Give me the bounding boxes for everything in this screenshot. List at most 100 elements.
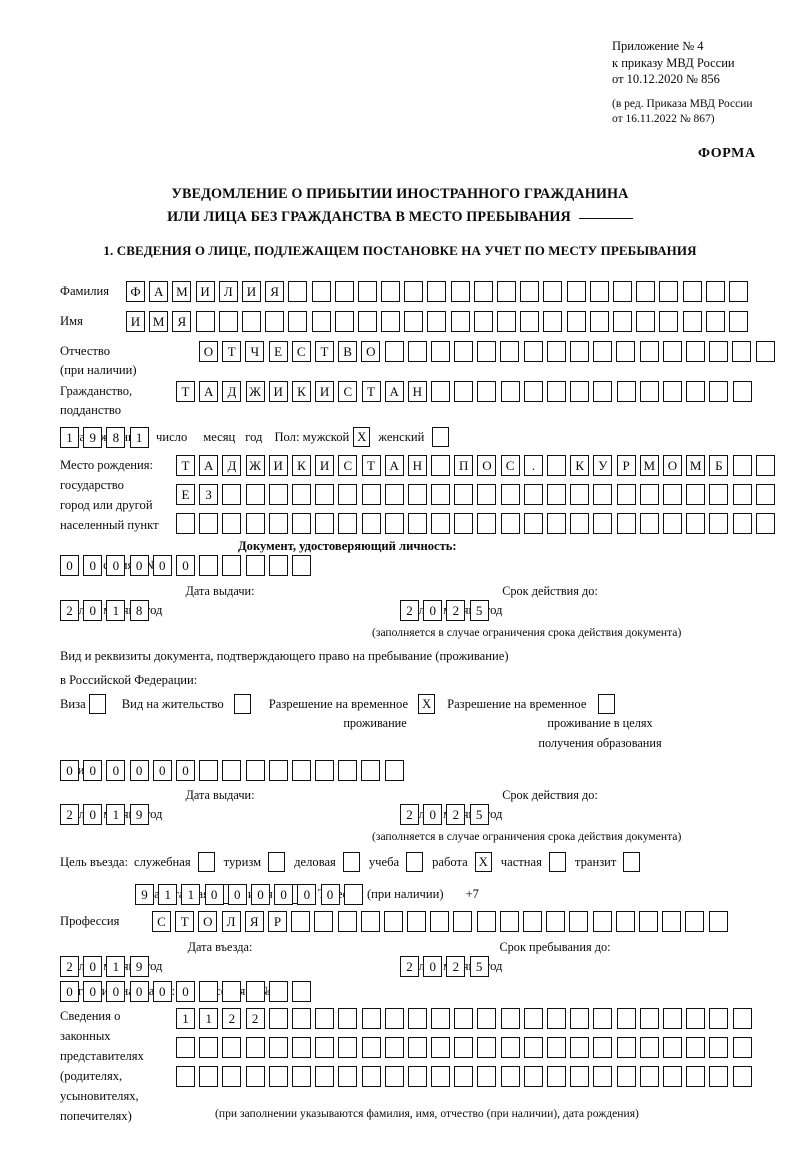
profession-cell-3[interactable]: О [198,911,218,932]
rep1-cell-6[interactable] [291,1008,311,1029]
patronymic-cell-5[interactable]: С [291,341,311,362]
permitnumber-cell-8[interactable] [222,760,242,781]
profession-cell-5[interactable]: Я [244,911,264,932]
citizenship-cell-3[interactable]: Д [222,381,242,402]
entry-year-cell-2[interactable]: 0 [83,956,103,977]
birth-year-cell-2[interactable]: 9 [83,426,103,448]
firstname-cell-17[interactable] [497,311,516,332]
patronymic-cell-16[interactable] [546,341,566,362]
rep1-cell-7[interactable] [315,1008,335,1029]
firstname-cell-18[interactable] [520,311,540,332]
permitissue-year-cell-1[interactable]: 2 [60,804,79,825]
rep3-cell-6[interactable] [291,1066,311,1087]
patronymic-cell-9[interactable] [384,341,404,362]
profession-cell-21[interactable] [615,911,635,932]
docnumber-cell-4[interactable]: 0 [129,555,149,576]
rep1-cell-18[interactable] [570,1008,590,1029]
birthplace2-cell-2[interactable]: З [199,484,219,505]
firstname-cell-25[interactable] [682,311,702,332]
docvalid-year-cell-3[interactable]: 2 [446,600,466,621]
birthplace1-cell-8[interactable]: С [338,455,358,476]
permitvalid-year-cell-1[interactable]: 2 [400,804,419,825]
birthplace3-cell-12[interactable] [431,513,451,534]
birthplace3-cell-26[interactable] [755,513,775,534]
rep2-cell-21[interactable] [639,1037,659,1058]
patronymic-cell-8[interactable]: О [361,341,381,362]
migcard-number-cell-9[interactable] [245,981,265,1002]
citizenship-cell-23[interactable] [686,381,706,402]
patronymic-cell-25[interactable] [755,341,775,362]
permitnumber-cell-6[interactable]: 0 [175,760,195,781]
birthplace1-cell-5[interactable]: И [268,455,288,476]
temporary-residence-checkbox[interactable]: X [418,694,436,714]
rep3-cell-14[interactable] [477,1066,497,1087]
birthplace3-cell-22[interactable] [662,513,682,534]
surname-cell-14[interactable] [427,281,447,302]
firstname-cell-19[interactable] [543,311,563,332]
birthplace3-cell-6[interactable] [291,513,311,534]
citizenship-cell-14[interactable] [477,381,497,402]
visa-checkbox[interactable] [88,694,106,714]
rep2-cell-1[interactable] [176,1037,195,1058]
rep1-cell-24[interactable] [709,1008,729,1029]
rep1-cell-23[interactable] [686,1008,706,1029]
profession-cell-11[interactable] [383,911,403,932]
birthplace3-cell-7[interactable] [315,513,335,534]
birthplace1-cell-19[interactable]: У [593,455,613,476]
rep1-cell-3[interactable]: 2 [222,1008,242,1029]
patronymic-cell-2[interactable]: Т [222,341,242,362]
birthplace1-cell-20[interactable]: Р [616,455,636,476]
birthplace2-cell-20[interactable] [616,484,636,505]
phone-cell-3[interactable]: 1 [181,883,201,905]
birthplace3-cell-10[interactable] [384,513,404,534]
patronymic-cell-18[interactable] [593,341,613,362]
birthplace3-cell-11[interactable] [407,513,427,534]
rep3-cell-15[interactable] [500,1066,520,1087]
profession-cell-18[interactable] [546,911,566,932]
birthplace1-cell-2[interactable]: А [199,455,219,476]
birthplace2-cell-22[interactable] [662,484,682,505]
sex-male-checkbox[interactable]: X [353,427,371,447]
citizenship-cell-4[interactable]: Ж [245,381,265,402]
rep3-cell-12[interactable] [431,1066,451,1087]
surname-cell-17[interactable] [497,281,516,302]
rep3-cell-17[interactable] [547,1066,566,1087]
rep3-cell-10[interactable] [384,1066,404,1087]
docissue-year-cell-1[interactable]: 2 [60,600,79,621]
patronymic-cell-21[interactable] [662,341,682,362]
birthplace1-cell-18[interactable]: К [570,455,590,476]
birthplace1-cell-21[interactable]: М [639,455,659,476]
permitnumber-cell-12[interactable] [315,760,335,781]
rep2-cell-7[interactable] [315,1037,335,1058]
firstname-cell-20[interactable] [566,311,586,332]
permitissue-year-cell-3[interactable]: 1 [106,804,126,825]
surname-cell-3[interactable]: М [172,281,192,302]
citizenship-cell-9[interactable]: Т [361,381,381,402]
birthplace1-cell-11[interactable]: Н [407,455,427,476]
birthplace2-cell-3[interactable] [222,484,242,505]
phone-cell-1[interactable]: 9 [135,883,154,905]
birthplace2-cell-7[interactable] [315,484,335,505]
citizenship-cell-7[interactable]: И [315,381,335,402]
birthplace2-cell-13[interactable] [454,484,474,505]
surname-cell-21[interactable] [589,281,609,302]
birthplace1-cell-12[interactable] [431,455,451,476]
profession-cell-9[interactable] [337,911,357,932]
citizenship-cell-16[interactable] [523,381,543,402]
patronymic-cell-13[interactable] [477,341,497,362]
surname-cell-8[interactable] [288,281,308,302]
birthplace3-cell-23[interactable] [686,513,706,534]
birthplace2-cell-6[interactable] [291,484,311,505]
birthplace2-cell-15[interactable] [500,484,520,505]
docnumber-cell-8[interactable] [222,555,242,576]
rep3-cell-7[interactable] [315,1066,335,1087]
citizenship-cell-22[interactable] [662,381,682,402]
birthplace1-cell-9[interactable]: Т [361,455,381,476]
surname-cell-16[interactable] [473,281,493,302]
profession-cell-23[interactable] [662,911,682,932]
